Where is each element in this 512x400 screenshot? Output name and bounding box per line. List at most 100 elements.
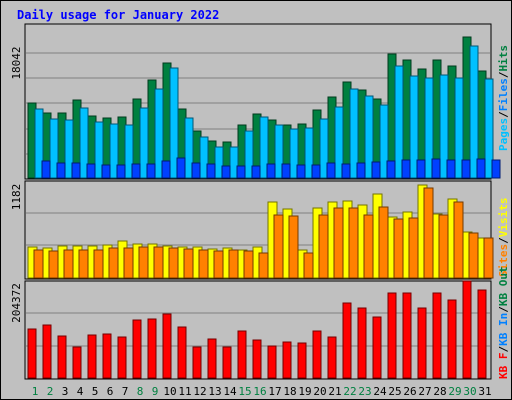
bar-hits-files-pages-files-day-2 — [49, 118, 59, 179]
legend-slash-1: / — [497, 111, 510, 118]
bar-hits-files-pages-pages-day-26 — [416, 159, 426, 179]
bar-visits-sites-sites-day-23 — [363, 214, 374, 279]
bar-kbytes-kbytes-day-14 — [222, 346, 232, 379]
bar-kbytes-kbytes-day-6 — [102, 333, 112, 379]
bar-hits-files-pages-pages-day-9 — [161, 160, 171, 179]
legend-pages: Pages — [497, 118, 510, 151]
x-tick-label-day-19: 19 — [298, 385, 311, 398]
bar-visits-sites-sites-day-28 — [438, 214, 449, 279]
svg-text:Sites/Visits: Sites/Visits — [497, 198, 510, 278]
x-tick-label-day-31: 31 — [478, 385, 491, 398]
bar-hits-files-pages-files-day-10 — [169, 67, 179, 179]
legend-kb-out: KB Out — [497, 266, 510, 306]
bar-visits-sites-sites-day-26 — [408, 217, 419, 279]
bar-hits-files-pages-pages-day-4 — [86, 163, 96, 179]
bar-hits-files-pages-pages-day-14 — [236, 165, 246, 179]
x-tick-label-day-4: 4 — [77, 385, 84, 398]
x-tick-label-day-13: 13 — [208, 385, 221, 398]
bar-hits-files-pages-files-day-14 — [229, 146, 239, 179]
bar-kbytes-kbytes-day-1 — [27, 328, 37, 379]
bar-hits-files-pages-files-day-7 — [124, 124, 134, 179]
x-tick-label-day-26: 26 — [403, 385, 416, 398]
bar-hits-files-pages-files-day-30 — [469, 45, 479, 179]
bar-kbytes-kbytes-day-19 — [297, 342, 307, 379]
bar-visits-sites-sites-day-9 — [153, 246, 164, 279]
bar-visits-sites-sites-day-14 — [228, 249, 239, 279]
panel-kbytes-max-label: 204372 — [10, 283, 23, 323]
bar-visits-sites-sites-day-19 — [303, 252, 314, 279]
bar-hits-files-pages-pages-day-8 — [146, 163, 156, 179]
bar-kbytes-kbytes-day-29 — [447, 299, 457, 379]
bar-visits-sites-sites-day-17 — [273, 214, 284, 279]
legend-hits: Hits — [497, 45, 510, 72]
bar-hits-files-pages-files-day-17 — [274, 124, 284, 179]
bar-hits-files-pages-files-day-13 — [214, 146, 224, 179]
bar-hits-files-pages-files-day-31 — [484, 78, 494, 179]
bar-kbytes-kbytes-day-31 — [477, 289, 487, 379]
bar-hits-files-pages-pages-day-13 — [221, 165, 231, 179]
vertical-legend-hits: Pages/Files/Hits — [497, 45, 510, 151]
bar-hits-files-pages-pages-day-10 — [176, 157, 186, 179]
bar-hits-files-pages-files-day-29 — [454, 77, 464, 179]
bar-hits-files-pages-pages-day-21 — [341, 163, 351, 179]
bar-kbytes-kbytes-day-4 — [72, 346, 82, 379]
bar-visits-sites-sites-day-13 — [213, 250, 224, 279]
bar-kbytes-kbytes-day-12 — [192, 346, 202, 379]
bar-hits-files-pages-pages-day-3 — [71, 162, 81, 179]
bar-kbytes-kbytes-day-9 — [147, 318, 157, 379]
bar-visits-sites-sites-day-24 — [378, 206, 389, 279]
bar-visits-sites-sites-day-25 — [393, 218, 404, 279]
bar-kbytes-kbytes-day-17 — [267, 345, 277, 379]
bar-visits-sites-sites-day-12 — [198, 249, 209, 279]
x-tick-label-day-29: 29 — [448, 385, 461, 398]
legend-slash-2: / — [497, 71, 510, 78]
x-tick-label-day-20: 20 — [313, 385, 326, 398]
chart-title: Daily usage for January 2022 — [17, 8, 219, 22]
bar-kbytes-kbytes-day-26 — [402, 292, 412, 379]
x-tick-label-day-16: 16 — [253, 385, 266, 398]
x-axis-labels: 1 2 3 4 5 6 7 8 9 10 11 12 13 14 15 16 17 18 19 20 21 22 23 24 2… — [32, 385, 492, 398]
legend-slash-3: / — [497, 237, 510, 244]
bar-kbytes-kbytes-day-21 — [327, 336, 337, 379]
bar-kbytes-kbytes-day-20 — [312, 330, 322, 379]
bar-kbytes-kbytes-day-27 — [417, 307, 427, 379]
bar-hits-files-pages-pages-day-30 — [476, 158, 486, 179]
x-tick-label-day-6: 6 — [107, 385, 114, 398]
bar-hits-files-pages-pages-day-16 — [266, 163, 276, 179]
bar-visits-sites-sites-day-11 — [183, 248, 194, 279]
x-tick-label-day-7: 7 — [122, 385, 129, 398]
bar-hits-files-pages-pages-day-6 — [116, 164, 126, 179]
bar-hits-files-pages-pages-day-22 — [356, 162, 366, 179]
bar-kbytes-kbytes-day-7 — [117, 336, 127, 379]
bar-hits-files-pages-pages-day-7 — [131, 163, 141, 179]
bar-hits-files-pages-files-day-18 — [289, 128, 299, 179]
bar-hits-files-pages-files-day-22 — [349, 88, 359, 179]
bar-hits-files-pages-files-day-19 — [304, 127, 314, 179]
bar-kbytes-kbytes-day-24 — [372, 316, 382, 379]
bar-hits-files-pages-pages-day-19 — [311, 164, 321, 179]
bar-hits-files-pages-files-day-20 — [319, 118, 329, 179]
legend-kb-in: KB In — [497, 313, 510, 346]
x-tick-label-day-9: 9 — [152, 385, 159, 398]
bar-hits-files-pages-files-day-6 — [109, 123, 119, 179]
legend-files: Files — [497, 78, 510, 111]
x-tick-label-day-11: 11 — [178, 385, 191, 398]
bar-hits-files-pages-pages-day-11 — [191, 162, 201, 179]
bar-hits-files-pages-files-day-25 — [394, 65, 404, 179]
x-tick-label-day-23: 23 — [358, 385, 371, 398]
bar-kbytes-kbytes-day-30 — [462, 280, 472, 379]
bar-hits-files-pages-files-day-26 — [409, 75, 419, 179]
bar-kbytes-kbytes-day-15 — [237, 330, 247, 379]
bar-visits-sites-sites-day-30 — [468, 232, 479, 279]
bar-kbytes-kbytes-day-23 — [357, 307, 367, 379]
vertical-legend-kbytes: KB F/KB In/KB Out — [497, 266, 510, 379]
bar-kbytes-kbytes-day-3 — [57, 335, 67, 379]
x-tick-label-day-28: 28 — [433, 385, 446, 398]
bar-hits-files-pages-pages-day-27 — [431, 158, 441, 179]
bar-hits-files-pages-pages-day-31 — [491, 159, 501, 179]
bar-visits-sites-sites-day-29 — [453, 201, 464, 279]
bar-kbytes-kbytes-day-2 — [42, 324, 52, 379]
legend-slash-4: / — [497, 346, 510, 353]
bar-hits-files-pages-pages-day-15 — [251, 165, 261, 179]
bar-hits-files-pages-files-day-21 — [334, 106, 344, 179]
